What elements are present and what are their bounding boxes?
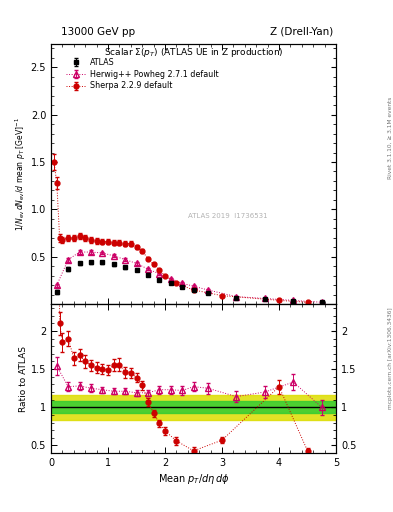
Text: 13000 GeV pp: 13000 GeV pp	[61, 27, 135, 37]
Bar	[51, 401, 336, 413]
Text: Rivet 3.1.10, ≥ 3.1M events: Rivet 3.1.10, ≥ 3.1M events	[388, 97, 393, 179]
Legend: ATLAS, Herwig++ Powheg 2.7.1 default, Sherpa 2.2.9 default: ATLAS, Herwig++ Powheg 2.7.1 default, Sh…	[64, 55, 221, 93]
Text: mcplots.cern.ch [arXiv:1306.3436]: mcplots.cern.ch [arXiv:1306.3436]	[388, 308, 393, 409]
Bar	[51, 395, 336, 419]
Text: Scalar $\Sigma(p_T)$ (ATLAS UE in Z production): Scalar $\Sigma(p_T)$ (ATLAS UE in Z prod…	[104, 46, 283, 59]
Y-axis label: Ratio to ATLAS: Ratio to ATLAS	[19, 346, 28, 412]
Text: Z (Drell-Yan): Z (Drell-Yan)	[270, 27, 333, 37]
Y-axis label: $1/N_{\rm ev}\,dN_{\rm ev}/d$ mean $p_T$ [GeV]$^{-1}$: $1/N_{\rm ev}\,dN_{\rm ev}/d$ mean $p_T$…	[13, 117, 28, 231]
X-axis label: Mean $p_T/d\eta\,d\phi$: Mean $p_T/d\eta\,d\phi$	[158, 472, 230, 486]
Text: ATLAS 2019  I1736531: ATLAS 2019 I1736531	[188, 212, 268, 219]
